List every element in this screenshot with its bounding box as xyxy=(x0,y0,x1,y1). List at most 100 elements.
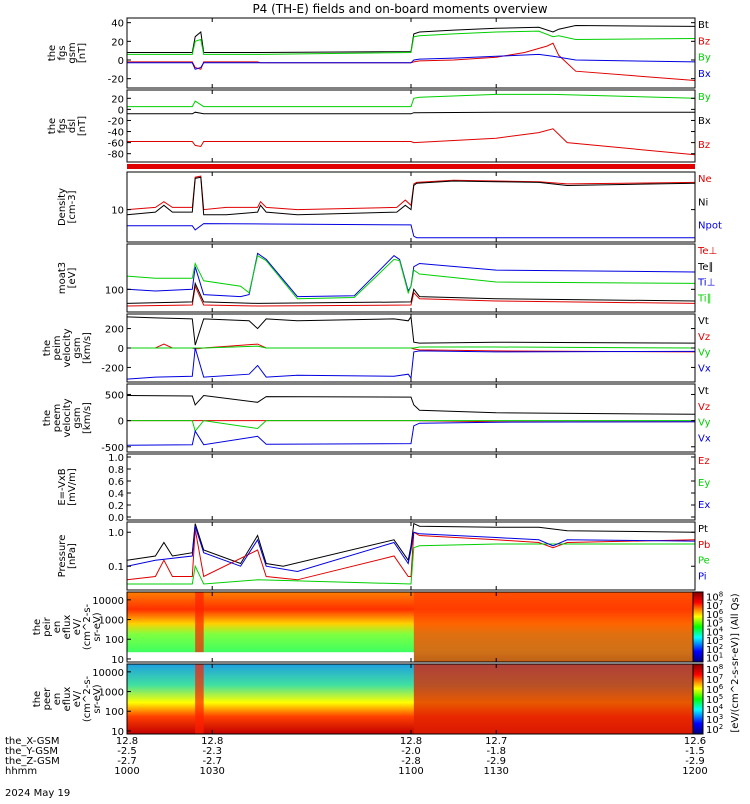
legend-Te∥: Te∥ xyxy=(697,262,714,273)
legend-Pb: Pb xyxy=(698,540,710,551)
colorbar-tick-label: 102 xyxy=(706,723,723,736)
legend-Ey: Ey xyxy=(698,478,710,489)
panel-peir-spec xyxy=(126,591,696,663)
x-row-label: the_X-GSM xyxy=(5,736,59,747)
spectrogram-band xyxy=(195,664,204,734)
legend-By: By xyxy=(698,53,711,64)
y-tick-label: 1.0 xyxy=(108,528,124,539)
series-line-Npot xyxy=(127,223,695,239)
y-tick-label: 0 xyxy=(118,56,124,67)
series-line-Ti⊥ xyxy=(126,252,696,298)
y-tick-label: -20 xyxy=(108,116,124,127)
panel-fgs-dsl xyxy=(126,89,696,163)
y-axis-label: fgs xyxy=(57,118,68,133)
y-axis-label: en xyxy=(52,621,63,634)
y-axis-label: peir xyxy=(42,616,53,636)
legend-Ni: Ni xyxy=(698,197,708,208)
y-tick-label: 0.6 xyxy=(108,477,124,488)
colorbar-tick-label: 103 xyxy=(706,713,723,726)
y-tick-label: -40 xyxy=(108,128,124,139)
y-tick-label: 200 xyxy=(105,325,124,336)
y-tick-label: -80 xyxy=(108,150,124,161)
y-axis-label: the xyxy=(32,691,43,707)
x-tick-label: 12.7 xyxy=(485,736,507,747)
series-line-Ni xyxy=(126,176,696,216)
panel-efield xyxy=(126,453,696,521)
colorbar-unit-label: [eV/(cm^2-s-sr-eV)] (All Qs) xyxy=(730,593,741,732)
y-tick-label: 500 xyxy=(105,390,124,401)
spectrogram-gap xyxy=(127,652,414,662)
y-tick-label: 10 xyxy=(111,655,124,666)
x-tick-label: 12.8 xyxy=(400,736,422,747)
series-line-Vx xyxy=(126,347,696,380)
series-line-Bx xyxy=(127,111,695,115)
colorbar-tick-label: 101 xyxy=(706,652,723,665)
x-tick-label: -2.5 xyxy=(117,746,137,757)
x-tick-label: -2.3 xyxy=(202,746,222,757)
y-tick-label: 100 xyxy=(105,707,124,718)
y-tick-label: 100 xyxy=(105,635,124,646)
colorbar-tick-label: 107 xyxy=(706,673,723,686)
y-axis-label: [km/s] xyxy=(82,332,93,364)
y-axis-label: velocity xyxy=(62,398,73,437)
y-tick-label: 20 xyxy=(111,94,124,105)
x-row-label: the_Z-GSM xyxy=(5,756,60,767)
legend-Bx: Bx xyxy=(698,116,711,127)
y-tick-label: 0.4 xyxy=(108,489,124,500)
legend-Pi: Pi xyxy=(698,571,707,582)
legend-Ex: Ex xyxy=(698,500,710,511)
spectrogram-band xyxy=(413,592,695,662)
x-tick-label: -1.8 xyxy=(486,746,506,757)
legend-Vz: Vz xyxy=(698,402,710,413)
y-axis-label: peem xyxy=(52,404,63,432)
y-tick-label: -200 xyxy=(101,363,124,374)
legend-Bx: Bx xyxy=(698,69,711,80)
x-tick-label: 1000 xyxy=(114,766,139,777)
legend-Bz: Bz xyxy=(698,140,710,151)
series-line-Te⊥ xyxy=(126,284,696,307)
y-axis-label: fgs xyxy=(57,45,68,60)
series-line-Ne xyxy=(126,175,696,211)
y-axis-label: the xyxy=(32,619,43,635)
x-tick-label: 12.6 xyxy=(684,736,706,747)
legend-Vx: Vx xyxy=(698,433,711,444)
legend-By: By xyxy=(698,92,711,103)
panel-moments xyxy=(126,243,696,313)
y-tick-label: -500 xyxy=(101,443,124,454)
colorbar-tick-label: 105 xyxy=(706,617,723,630)
y-axis-label: eV/ xyxy=(72,690,83,707)
y-axis-label: eflux xyxy=(62,687,73,712)
x-tick-label: 12.8 xyxy=(116,736,138,747)
x-tick-label: 12.8 xyxy=(201,736,223,747)
series-line-Vt xyxy=(126,315,696,346)
x-tick-label: -2.9 xyxy=(685,756,705,767)
y-axis-label: velocity xyxy=(62,328,73,367)
series-line-Vt xyxy=(126,394,696,415)
x-tick-label: -2.7 xyxy=(117,756,137,767)
divider-bar xyxy=(127,164,695,169)
legend-Vy: Vy xyxy=(698,418,711,429)
y-axis-label: peim xyxy=(52,335,63,360)
colorbar-tick-label: 105 xyxy=(706,693,723,706)
legend-Vz: Vz xyxy=(698,332,710,343)
legend-Pe: Pe xyxy=(698,556,710,567)
x-row-label: hhmm xyxy=(5,766,37,777)
colorbar-tick-label: 108 xyxy=(706,663,723,676)
y-axis-label: (cm^2-s- xyxy=(82,603,93,650)
colorbar-tick-label: 103 xyxy=(706,634,723,647)
x-tick-label: 1100 xyxy=(398,766,423,777)
colorbar xyxy=(692,663,704,735)
y-tick-label: 1000 xyxy=(99,688,124,699)
legend-Vt: Vt xyxy=(698,386,709,397)
y-axis-label: gsm xyxy=(67,42,78,63)
plot-title: P4 (TH-E) fields and on-board moments ov… xyxy=(252,2,547,16)
y-tick-label: 0.2 xyxy=(108,501,124,512)
y-axis-label: Density xyxy=(57,188,68,226)
colorbar-tick-label: 108 xyxy=(706,590,723,603)
spectrogram-band xyxy=(413,664,695,734)
panel-peim-velocity xyxy=(126,313,696,383)
legend-Ne: Ne xyxy=(698,174,712,185)
y-axis-label: dsl xyxy=(67,119,78,133)
